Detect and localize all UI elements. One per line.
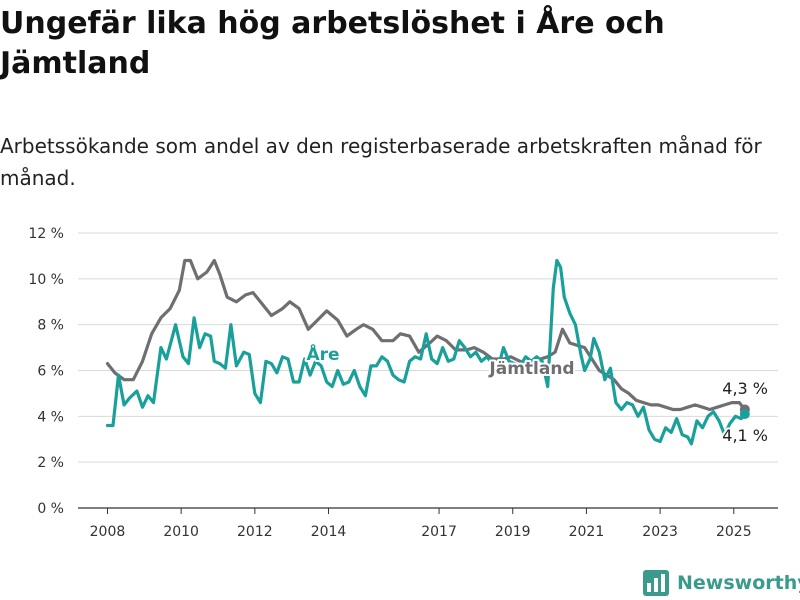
end-value-label: 4,3 % [722, 379, 768, 398]
y-tick-label: 4 % [37, 409, 64, 425]
y-tick-label: 0 % [37, 501, 64, 517]
grid-lines [78, 232, 778, 509]
series-lines [105, 258, 750, 446]
y-axis: 0 % 2 % 4 % 6 % 8 % 10 % 12 % [28, 226, 64, 517]
brand-name: Newsworthy [677, 572, 800, 594]
series-labels: Åre Jämtland 4,3 % 4,1 % [304, 340, 770, 447]
x-tick-label: 2010 [163, 524, 199, 540]
series-end-point [739, 409, 750, 420]
end-value-label: 4,1 % [722, 426, 768, 445]
x-tick-label: 2021 [569, 524, 605, 540]
x-tick-label: 2012 [237, 524, 273, 540]
series-line-are [105, 258, 747, 446]
y-tick-label: 8 % [37, 318, 64, 334]
y-tick-label: 2 % [37, 455, 64, 471]
newsworthy-logo: Newsworthy [643, 568, 800, 598]
x-tick-label: 2014 [311, 524, 347, 540]
y-tick-label: 12 % [28, 226, 64, 242]
series-line-jamtland [105, 258, 747, 412]
x-tick-label: 2025 [716, 524, 752, 540]
y-tick-label: 6 % [37, 364, 64, 380]
x-tick-label: 2019 [495, 524, 531, 540]
series-label: Jämtland [488, 359, 574, 379]
series-label: Åre [306, 342, 339, 365]
chart-title: Ungefär lika hög arbetslöshet i Åre och … [0, 6, 665, 81]
x-tick-label: 2023 [642, 524, 678, 540]
chart-subtitle: Arbetssökande som andel av den registerb… [0, 134, 762, 190]
x-tick-label: 2008 [90, 524, 126, 540]
y-tick-label: 10 % [28, 272, 64, 288]
bar-chart-icon [643, 570, 669, 596]
x-axis: 2008 2010 2012 2014 2017 2019 2021 2023 2025 [90, 508, 752, 540]
x-tick-label: 2017 [421, 524, 457, 540]
